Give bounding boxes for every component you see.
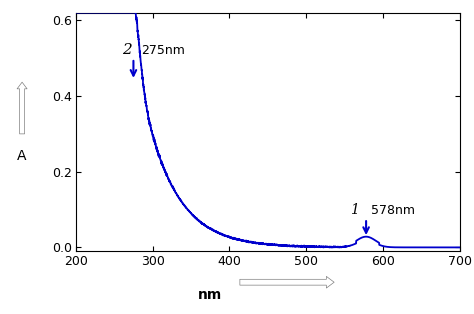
Text: 275nm: 275nm	[141, 44, 185, 57]
Text: A: A	[18, 149, 27, 163]
Text: 2: 2	[122, 43, 132, 57]
Text: 1: 1	[350, 203, 359, 217]
Text: 578nm: 578nm	[371, 204, 415, 217]
Text: nm: nm	[198, 288, 222, 302]
